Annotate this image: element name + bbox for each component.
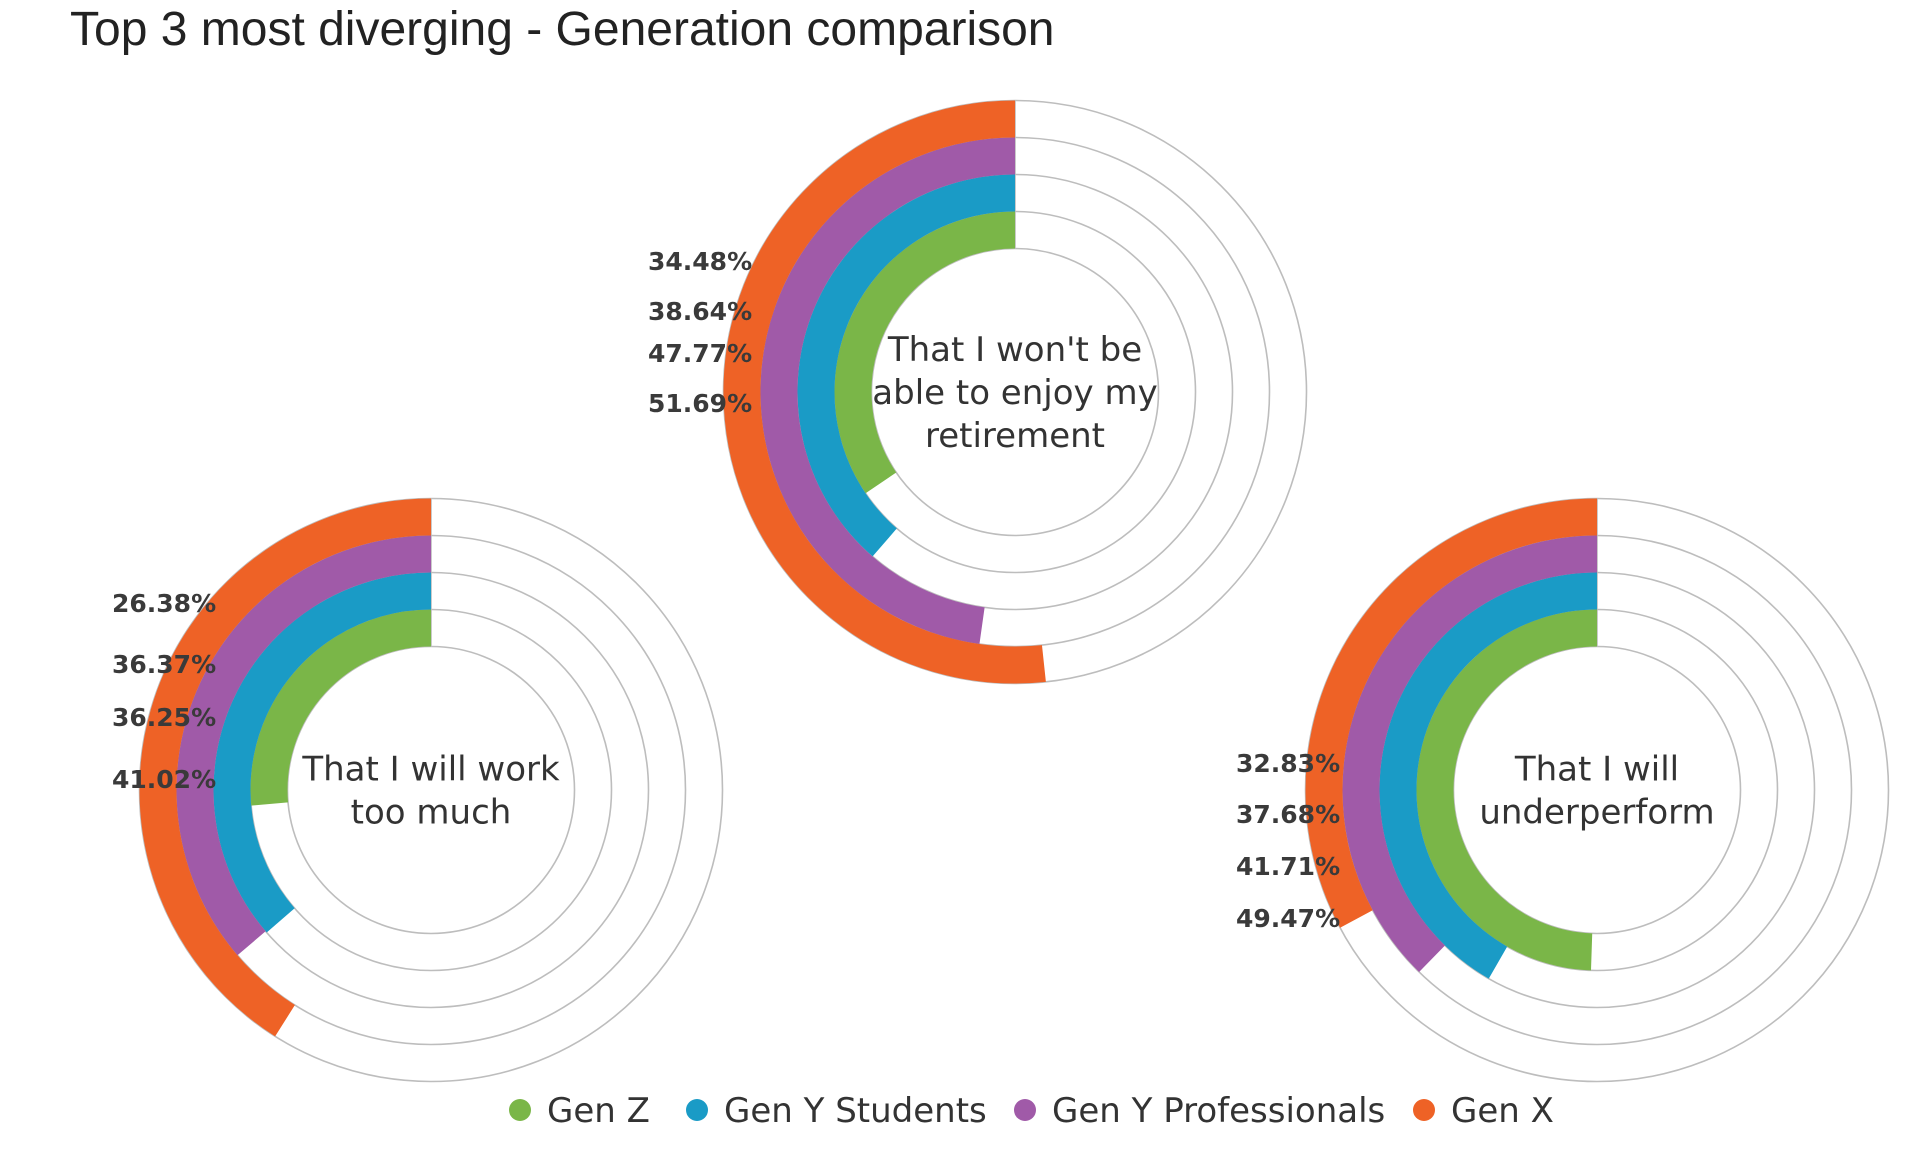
- legend-label: Gen Y Professionals: [1052, 1091, 1385, 1131]
- bar-gen-y-students: [1379, 572, 1598, 979]
- bar-gen-x: [139, 498, 432, 1037]
- value-label: 32.83%: [1236, 749, 1340, 778]
- value-label: 47.77%: [648, 339, 752, 368]
- legend-item-gen-y-students: Gen Y Students: [686, 1091, 987, 1131]
- value-label: 41.71%: [1236, 852, 1340, 881]
- ring-outline: [1452, 645, 1742, 935]
- bar-gen-z: [1416, 609, 1598, 971]
- radial-chart-retirement: 34.48% 38.64% 47.77% 51.69% That I won't bea…: [648, 99, 1308, 685]
- value-label: 26.38%: [112, 589, 216, 618]
- center-label-line: retirement: [925, 416, 1105, 456]
- legend-label: Gen Y Students: [724, 1091, 987, 1131]
- bar-gen-y-professionals: [760, 137, 1016, 645]
- legend-label: Gen Z: [547, 1091, 650, 1131]
- center-label-line: That I won't be: [887, 330, 1142, 370]
- radial-chart-underperform: 32.83% 37.68% 41.71% 49.47% That I willunder…: [1236, 497, 1890, 1083]
- bar-gen-y-professionals: [1342, 535, 1598, 972]
- value-label: 51.69%: [648, 389, 752, 418]
- center-label-line: That I will work: [301, 750, 560, 790]
- bar-gen-x: [1305, 498, 1598, 928]
- center-label-line: able to enjoy my: [872, 373, 1157, 413]
- center-label-line: That I will: [1514, 750, 1679, 790]
- legend-item-gen-z: Gen Z: [509, 1091, 650, 1131]
- bar-gen-z: [834, 211, 1016, 494]
- legend-marker: [1014, 1099, 1036, 1121]
- value-label: 34.48%: [648, 247, 752, 276]
- value-label: 38.64%: [648, 297, 752, 326]
- legend-label: Gen X: [1451, 1091, 1554, 1131]
- radial-charts: 34.48% 38.64% 47.77% 51.69% That I won't bea…: [112, 99, 1890, 1083]
- radial-chart-work-too-much: 26.38% 36.37% 36.25% 41.02% That I will work…: [112, 497, 724, 1083]
- legend-item-gen-x: Gen X: [1413, 1091, 1554, 1131]
- value-label: 36.25%: [112, 703, 216, 732]
- bar-gen-y-students: [797, 174, 1016, 557]
- legend-item-gen-y-professionals: Gen Y Professionals: [1014, 1091, 1385, 1131]
- center-label-line: underperform: [1479, 793, 1714, 833]
- bar-gen-x: [723, 100, 1046, 684]
- legend-marker: [509, 1099, 531, 1121]
- legend-marker: [1413, 1099, 1435, 1121]
- value-label: 37.68%: [1236, 800, 1340, 829]
- bar-gen-y-students: [213, 572, 432, 933]
- legend: Gen Z Gen Y Students Gen Y Professionals Ge…: [509, 1091, 1554, 1131]
- value-label: 49.47%: [1236, 904, 1340, 933]
- value-label: 36.37%: [112, 650, 216, 679]
- value-label: 41.02%: [112, 765, 216, 794]
- center-label-line: too much: [351, 793, 512, 833]
- bar-gen-y-professionals: [176, 535, 432, 956]
- ring-outline: [286, 645, 576, 935]
- bar-gen-z: [250, 609, 432, 806]
- chart-title: Top 3 most diverging - Generation compar…: [70, 3, 1055, 56]
- legend-marker: [686, 1099, 708, 1121]
